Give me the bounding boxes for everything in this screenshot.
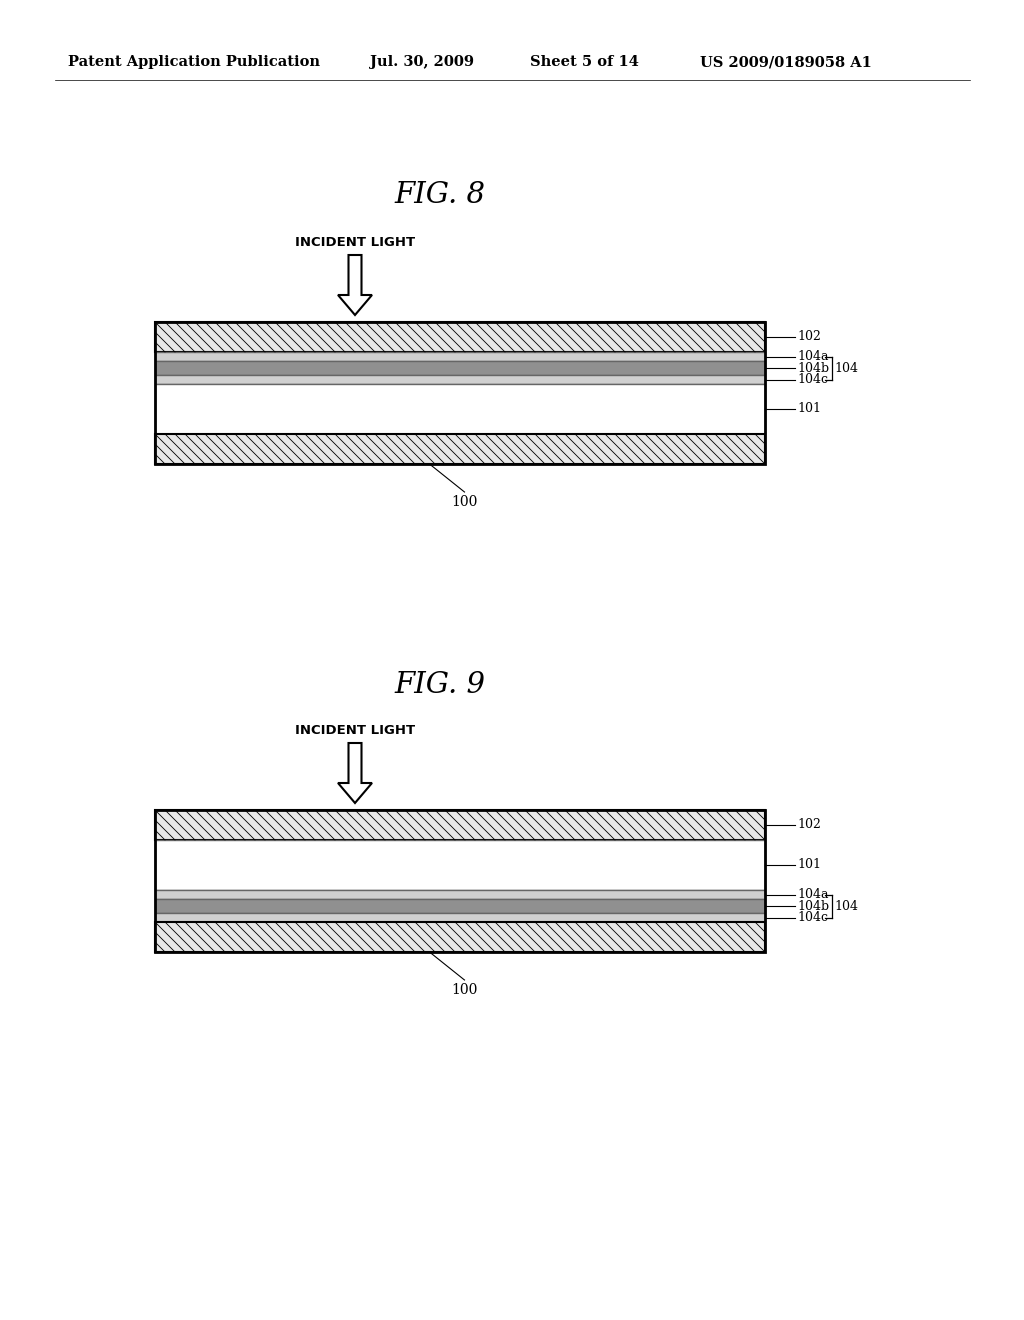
Bar xyxy=(155,913,765,921)
Polygon shape xyxy=(338,255,372,315)
Bar xyxy=(155,434,765,465)
Text: 104b: 104b xyxy=(797,362,829,375)
Text: Sheet 5 of 14: Sheet 5 of 14 xyxy=(530,55,639,69)
Bar xyxy=(155,322,765,465)
Text: FIG. 9: FIG. 9 xyxy=(394,671,485,700)
Text: 101: 101 xyxy=(797,858,821,871)
Bar xyxy=(155,375,765,384)
Bar xyxy=(155,810,765,952)
Text: 104a: 104a xyxy=(797,350,828,363)
Text: Patent Application Publication: Patent Application Publication xyxy=(68,55,319,69)
Bar xyxy=(155,921,765,952)
Text: 102: 102 xyxy=(797,818,821,832)
Text: 100: 100 xyxy=(452,983,477,997)
Text: 104: 104 xyxy=(834,362,858,375)
Text: 102: 102 xyxy=(797,330,821,343)
Bar xyxy=(155,899,765,913)
Text: US 2009/0189058 A1: US 2009/0189058 A1 xyxy=(700,55,871,69)
Bar xyxy=(155,890,765,899)
Text: Jul. 30, 2009: Jul. 30, 2009 xyxy=(370,55,474,69)
Bar xyxy=(155,810,765,840)
Text: 100: 100 xyxy=(452,495,477,510)
Text: INCIDENT LIGHT: INCIDENT LIGHT xyxy=(295,235,415,248)
Text: INCIDENT LIGHT: INCIDENT LIGHT xyxy=(295,723,415,737)
Bar xyxy=(155,840,765,890)
Text: 104a: 104a xyxy=(797,888,828,902)
Text: 104c: 104c xyxy=(797,911,828,924)
Text: 104c: 104c xyxy=(797,374,828,385)
Bar xyxy=(155,352,765,360)
Bar xyxy=(155,384,765,434)
Text: 104b: 104b xyxy=(797,899,829,912)
Text: FIG. 8: FIG. 8 xyxy=(394,181,485,209)
Bar xyxy=(155,360,765,375)
Polygon shape xyxy=(338,743,372,803)
Bar xyxy=(155,322,765,352)
Text: 101: 101 xyxy=(797,403,821,416)
Text: 104: 104 xyxy=(834,899,858,912)
